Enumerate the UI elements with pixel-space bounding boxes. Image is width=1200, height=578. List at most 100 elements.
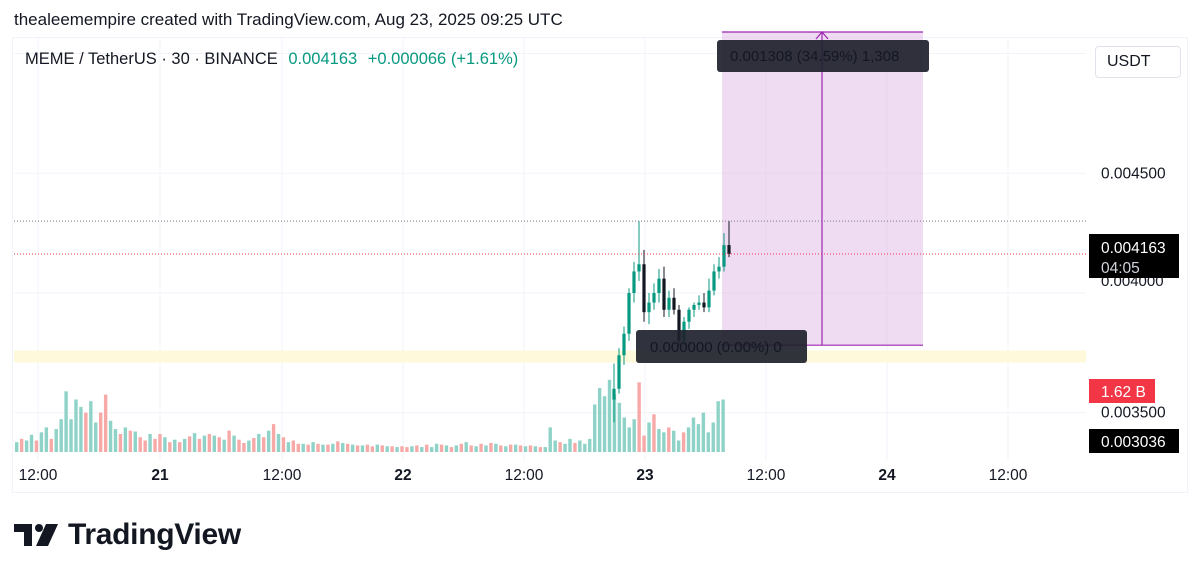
volume-bar [336, 441, 340, 452]
x-tick-label: 23 [636, 467, 654, 484]
candle-body [652, 293, 656, 303]
volume-bar [296, 443, 300, 452]
volume-bar [138, 437, 142, 452]
volume-bar [642, 435, 646, 452]
volume-bar [652, 414, 656, 452]
volume-bar [301, 443, 305, 452]
volume-bar [44, 427, 49, 452]
price-change: +0.000066 (+1.61%) [367, 50, 519, 68]
volume-bar [370, 446, 375, 452]
volume-bar [247, 440, 251, 452]
volume-bar [79, 406, 83, 452]
volume-bar [306, 444, 310, 452]
chart-grid [14, 38, 1086, 460]
volume-bar [390, 446, 394, 452]
volume-bar [592, 404, 597, 452]
volume-bar [69, 419, 73, 452]
volume-bar [59, 419, 63, 452]
volume-bar [691, 417, 696, 452]
volume-bar [410, 446, 414, 452]
x-tick-label: 12:00 [263, 467, 302, 484]
volume-bar [617, 402, 622, 452]
measure-top-label: 0.001308 (34.59%) 1,308 [717, 40, 929, 72]
volume-bar [434, 443, 439, 452]
low-price-tag: 0.003036 [1089, 429, 1179, 453]
volume-bar [479, 443, 483, 452]
last-price-text: 0.004163 [1101, 240, 1166, 257]
volume-bar [583, 443, 587, 452]
volume-bar [558, 442, 562, 452]
volume-bar [420, 447, 424, 452]
tradingview-logo[interactable]: TradingView [14, 518, 241, 552]
candle-body [642, 264, 646, 313]
volume-bar [627, 427, 631, 452]
volume-bar [365, 444, 370, 452]
tradingview-logo-text: TradingView [68, 518, 241, 551]
chart-frame[interactable] [12, 37, 1188, 493]
volume-bar [494, 443, 498, 452]
candle-body [612, 388, 616, 400]
volume-bar [24, 440, 29, 452]
x-tick-label: 22 [394, 467, 411, 484]
volume-bar [662, 432, 666, 452]
volume-bar [701, 412, 706, 452]
volume-bar [227, 430, 231, 452]
volume-bar [484, 445, 488, 452]
volume-bar [513, 444, 518, 452]
volume-bar [212, 435, 216, 452]
volume-bar [637, 382, 641, 452]
volume-bar [276, 433, 281, 452]
currency-selector[interactable]: USDT [1095, 46, 1181, 78]
volume-bar [74, 399, 78, 452]
volume-bar [153, 438, 157, 452]
volume-bar [543, 447, 547, 452]
volume-bar [415, 445, 419, 452]
volume-bar [667, 427, 671, 452]
volume-bar [355, 445, 360, 452]
volume-bar [286, 442, 291, 452]
volume-bar [341, 442, 345, 452]
candle-body [647, 302, 651, 313]
volume-bar [425, 444, 429, 452]
volume-bar [721, 399, 725, 452]
volume-bar [607, 379, 612, 452]
countdown-text: 04:05 [1101, 260, 1140, 277]
volume-bar [291, 440, 296, 452]
volume-bar [94, 422, 98, 452]
low-price-text: 0.003036 [1101, 434, 1166, 451]
volume-bar [380, 445, 384, 452]
candle-body [717, 266, 721, 272]
candle-body [712, 271, 716, 291]
volume-bar [187, 436, 192, 452]
volume-bar [696, 424, 701, 452]
volume-bar [118, 433, 123, 452]
volume-bar [15, 442, 19, 452]
volume-text: 1.62 B [1101, 384, 1146, 401]
volume-bar [133, 431, 137, 452]
volume-bar [266, 430, 271, 452]
volume-bar [568, 438, 572, 452]
x-tick-label: 12:00 [747, 467, 786, 484]
candle-body [632, 271, 636, 293]
last-price-tag: 0.004163 04:05 [1089, 234, 1179, 278]
candle-body [662, 278, 666, 310]
volume-bar [676, 440, 681, 452]
volume-bar [173, 439, 177, 452]
measure-arrow-head [815, 31, 829, 40]
volume-bar [528, 445, 533, 452]
volume-bar [563, 443, 567, 452]
volume-bar [123, 427, 128, 452]
candle-body [687, 309, 691, 322]
volume-bar [400, 446, 404, 452]
volume-bar [103, 394, 108, 452]
x-tick-label: 12:00 [989, 467, 1028, 484]
candle-body [697, 302, 701, 305]
x-axis: 12:00 21 12:00 22 12:00 23 12:00 24 12:00 [19, 467, 1028, 484]
volume-bar [578, 440, 582, 452]
tradingview-logo-icon [14, 524, 58, 546]
candle-body [677, 309, 681, 341]
volume-bar [143, 440, 147, 452]
x-tick-label: 12:00 [505, 467, 544, 484]
